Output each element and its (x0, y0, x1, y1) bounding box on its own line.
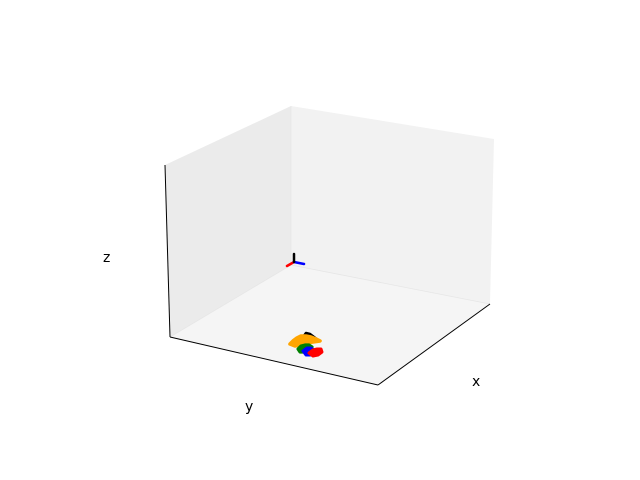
y-axis-line (169, 336, 379, 386)
pane-edge-floor-left (169, 264, 292, 338)
series-1-cluster (288, 334, 322, 348)
series-4-cluster (307, 347, 324, 358)
series-1-points (288, 334, 322, 348)
z-axis-label: z (103, 250, 110, 266)
origin-frame-y-axis (292, 260, 306, 266)
x-axis-line (377, 303, 491, 386)
y-axis-label: y (245, 399, 253, 415)
z-axis-line (164, 164, 171, 338)
series-4-points (307, 347, 324, 358)
pane-edge-floor-right (290, 264, 491, 305)
origin-frame-x-axis (285, 260, 296, 268)
left-back-pane (165, 106, 291, 337)
x-axis-label: x (472, 374, 480, 390)
right-back-pane (291, 106, 494, 304)
data-series-layer (288, 331, 324, 358)
